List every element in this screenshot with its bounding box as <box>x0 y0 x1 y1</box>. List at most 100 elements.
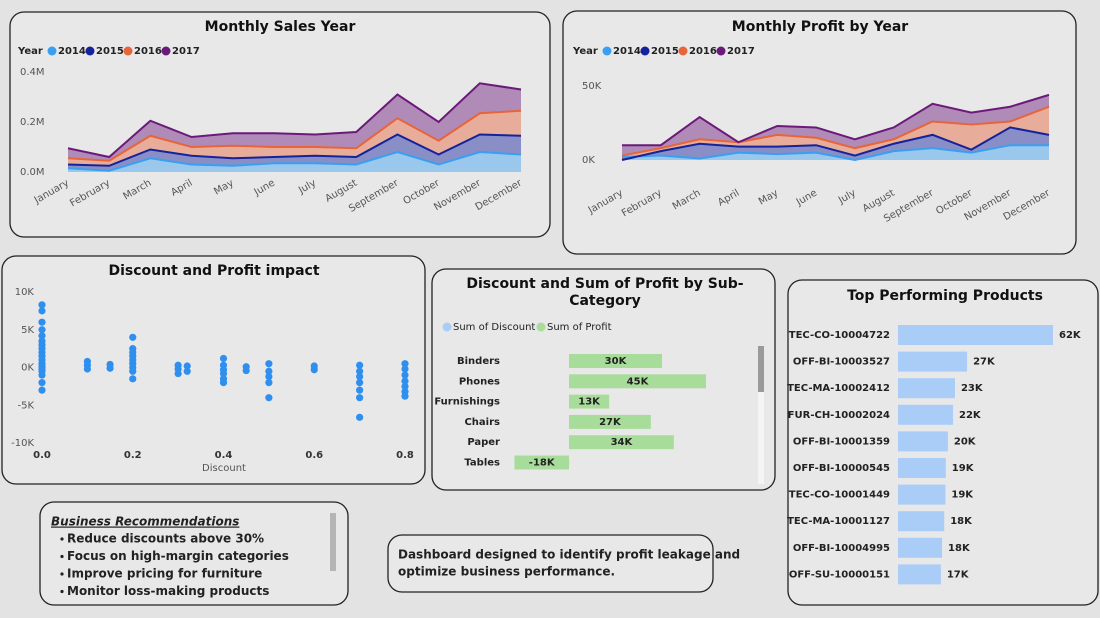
y-tick-label: -10K <box>11 438 34 449</box>
legend-label: 2015 <box>651 46 679 57</box>
legend-swatch <box>47 46 57 56</box>
category-label: OFF-SU-10000151 <box>789 569 890 580</box>
area <box>68 83 521 161</box>
bar <box>898 351 968 372</box>
point <box>38 386 46 394</box>
panel <box>562 10 1077 255</box>
category-label: OFF-BI-10003527 <box>793 357 890 368</box>
point <box>356 372 364 381</box>
value-label: 20K <box>954 436 977 447</box>
point <box>38 326 46 334</box>
point <box>219 369 228 378</box>
legend-label: 2016 <box>134 46 162 57</box>
chart-title: Discount and Profit impact <box>108 263 319 279</box>
point <box>265 367 273 375</box>
panel <box>387 534 714 593</box>
bar <box>898 511 945 532</box>
x-tick-label: 0.0 <box>33 450 51 461</box>
point <box>265 360 273 368</box>
legend-label: 2016 <box>689 46 717 57</box>
point <box>356 367 364 375</box>
value-label: 13K <box>578 397 601 408</box>
category-label: TEC-MA-10002412 <box>787 383 890 394</box>
chart-title: Monthly Sales Year <box>205 19 356 35</box>
point <box>129 367 137 375</box>
line <box>67 109 522 162</box>
bar <box>898 404 954 425</box>
line <box>621 126 1050 161</box>
category-label: Phones <box>459 376 500 387</box>
point <box>356 413 364 421</box>
y-tick-label: 0.2M <box>20 117 45 128</box>
point <box>38 332 46 340</box>
point <box>219 379 228 387</box>
panel <box>1 255 426 485</box>
point <box>183 362 191 370</box>
category-label: TEC-CO-10004722 <box>789 330 890 341</box>
area <box>68 134 521 171</box>
y-tick-label: 10K <box>15 287 35 298</box>
chart-title: Monthly Profit by Year <box>732 19 909 35</box>
note-line: optimize business performance. <box>398 565 615 579</box>
recommendation: Reduce discounts above 30% <box>67 532 264 546</box>
point <box>310 366 318 374</box>
value-label: 62K <box>1059 330 1082 341</box>
x-tick-label: 0.4 <box>215 450 233 461</box>
category-label: Tables <box>464 458 500 469</box>
category-label: OFF-BI-10004995 <box>793 543 890 554</box>
bar <box>898 537 943 558</box>
legend-label: 2017 <box>172 46 200 57</box>
point <box>219 354 228 363</box>
bar <box>898 378 955 399</box>
category-label: Binders <box>457 356 500 367</box>
point <box>401 360 409 368</box>
bar <box>898 431 948 452</box>
point <box>265 394 273 402</box>
category-label: Furnishings <box>434 397 500 408</box>
x-tick-label: 0.6 <box>305 450 323 461</box>
x-axis-label: Discount <box>202 463 246 474</box>
line <box>67 82 522 159</box>
note-line: Dashboard designed to identify profit le… <box>398 548 740 562</box>
legend-label: 2017 <box>727 46 755 57</box>
line <box>622 93 1050 147</box>
legend-swatch <box>442 322 452 332</box>
bar <box>898 484 946 505</box>
y-tick-label: 0.4M <box>20 67 45 78</box>
bullet <box>60 589 64 594</box>
bar <box>898 458 946 478</box>
bar <box>569 354 663 368</box>
category-label: OFF-BI-10001359 <box>793 436 890 447</box>
point <box>38 371 46 379</box>
bar <box>514 455 569 470</box>
point <box>356 379 364 387</box>
legend-swatch <box>602 46 612 56</box>
area <box>622 106 1049 160</box>
legend-label: Sum of Profit <box>547 322 612 333</box>
category-label: FUR-CH-10002024 <box>788 410 890 421</box>
point <box>83 365 91 373</box>
value-label: 27K <box>973 357 996 368</box>
x-tick-label: 0.8 <box>396 450 414 461</box>
recommendation: Monitor loss-making products <box>67 584 269 598</box>
point <box>356 386 364 394</box>
recommendation: Improve pricing for furniture <box>67 567 262 581</box>
value-label: 18K <box>948 543 971 554</box>
scrollbar-thumb[interactable] <box>330 513 336 571</box>
bullet <box>60 554 64 559</box>
bar <box>569 374 706 389</box>
bar <box>898 325 1053 345</box>
scrollbar-thumb[interactable] <box>758 346 764 392</box>
point <box>356 394 364 402</box>
category-label: TEC-MA-10001127 <box>787 516 890 527</box>
category-label: Chairs <box>464 417 500 428</box>
bar <box>569 435 674 450</box>
y-tick-label: 0K <box>21 363 34 374</box>
point <box>265 379 273 387</box>
value-label: 19K <box>951 490 974 501</box>
y-tick-label: 5K <box>21 325 34 336</box>
point <box>401 392 409 400</box>
legend-label: 2014 <box>613 46 641 57</box>
